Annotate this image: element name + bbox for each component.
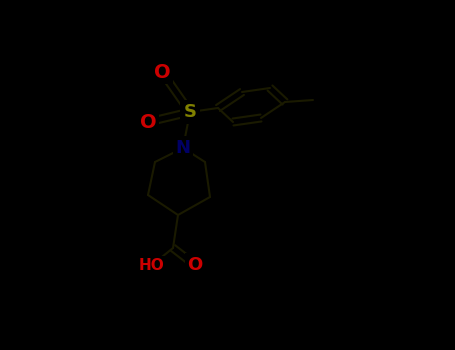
Text: O: O (140, 112, 157, 132)
Text: O: O (154, 63, 170, 82)
Text: HO: HO (139, 258, 165, 273)
Text: N: N (176, 139, 191, 157)
Text: S: S (183, 103, 197, 121)
Text: O: O (187, 256, 202, 274)
